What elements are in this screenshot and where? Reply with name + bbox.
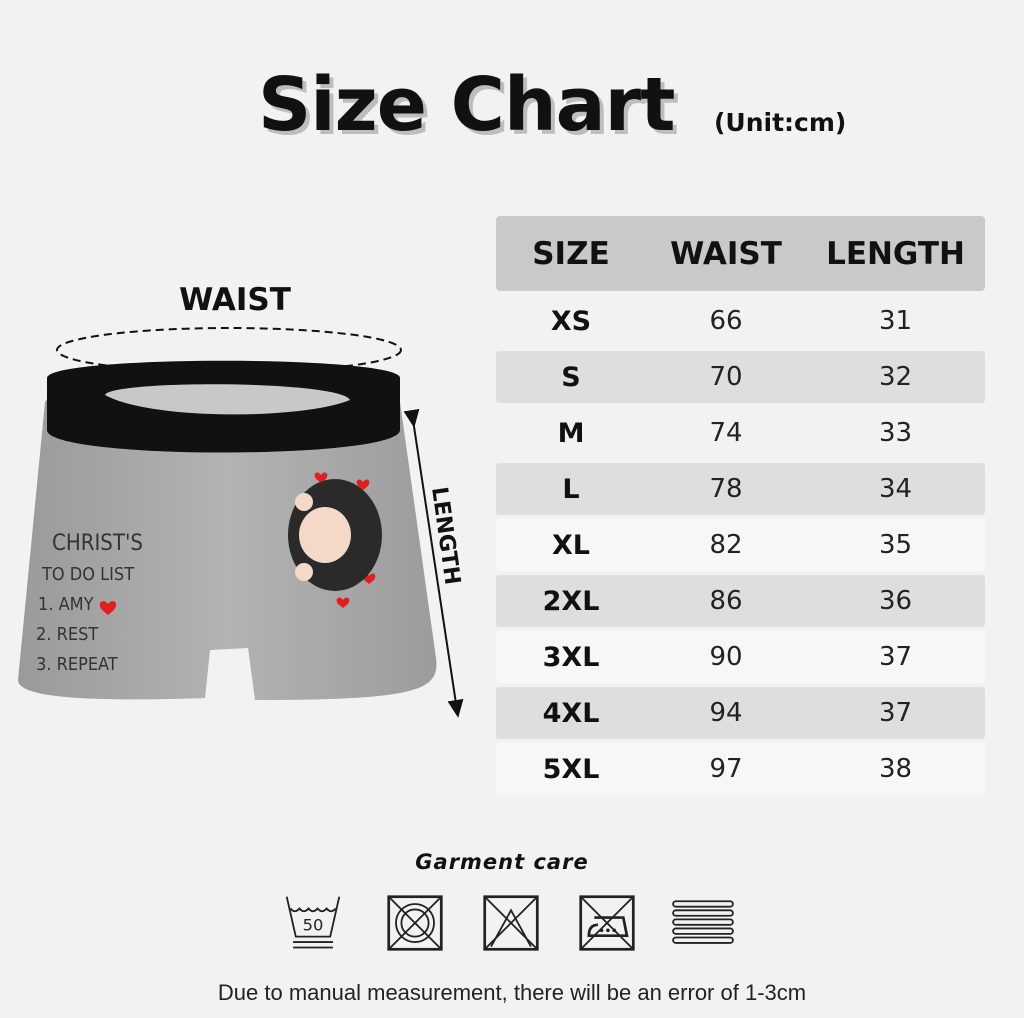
- header-waist: WAIST: [670, 235, 782, 272]
- waist-cell: 90: [709, 642, 743, 672]
- waist-cell: 94: [709, 698, 743, 728]
- length-cell: 35: [878, 530, 913, 560]
- do-not-bleach-icon: [483, 895, 539, 951]
- table-row: 3XL 90 37: [496, 631, 985, 683]
- length-cell: 37: [878, 698, 913, 728]
- wash-50-icon: 50: [285, 896, 341, 949]
- header-size: SIZE: [532, 235, 610, 272]
- svg-text:3. REPEAT: 3. REPEAT: [36, 654, 118, 675]
- hearts: [99, 472, 376, 615]
- length-cell: 31: [878, 306, 913, 336]
- unit-label: (Unit:cm): [714, 108, 847, 137]
- girl-peeking-graphic: [288, 479, 382, 591]
- table-row: XS 66 31: [496, 295, 985, 347]
- size-table: SIZE WAIST LENGTH XS 66 31 S 70 32 M 74 33 L 78 34 X…: [496, 216, 985, 795]
- table-row: 5XL 97 38: [496, 743, 985, 795]
- table-row: S 70 32: [496, 351, 985, 403]
- waist-cell: 82: [709, 530, 743, 560]
- header-length: LENGTH: [826, 235, 965, 272]
- waist-cell: 70: [709, 362, 743, 392]
- waist-cell: 86: [709, 586, 743, 616]
- do-not-tumble-dry-icon: [387, 895, 443, 951]
- length-arrow: [403, 408, 464, 718]
- length-cell: 38: [878, 754, 913, 784]
- care-title: Garment care: [415, 850, 589, 874]
- table-row: 2XL 86 36: [496, 575, 985, 627]
- size-cell: 4XL: [542, 697, 600, 729]
- print-text: CHRIST'S TO DO LIST 1. AMY 2. REST 3. RE…: [36, 531, 143, 675]
- size-cell: L: [562, 473, 580, 505]
- size-cell: S: [561, 361, 581, 393]
- length-cell: 36: [878, 586, 913, 616]
- table-row: 4XL 94 37: [496, 687, 985, 739]
- length-cell: 32: [878, 362, 913, 392]
- size-cell: 2XL: [542, 585, 600, 617]
- svg-text:CHRIST'S: CHRIST'S: [52, 531, 143, 556]
- length-cell: 37: [878, 642, 913, 672]
- table-row: L 78 34: [496, 463, 985, 515]
- svg-text:50: 50: [303, 915, 324, 934]
- measurement-note: Due to manual measurement, there will be…: [217, 980, 807, 1005]
- waist-cell: 78: [709, 474, 743, 504]
- svg-text:1. AMY: 1. AMY: [38, 594, 94, 615]
- boxer-body: [18, 373, 437, 700]
- waist-cell: 97: [709, 754, 743, 784]
- waist-label: WAIST: [179, 282, 291, 318]
- table-row: M 74 33: [496, 407, 985, 459]
- table-header: SIZE WAIST LENGTH: [496, 216, 985, 291]
- size-cell: XS: [550, 305, 592, 337]
- length-label: LENGTH: [426, 485, 464, 586]
- size-cell: 3XL: [542, 641, 600, 673]
- length-cell: 33: [878, 418, 913, 448]
- table-row: XL 82 35: [496, 519, 985, 571]
- length-cell: 34: [878, 474, 913, 504]
- waist-cell: 66: [709, 306, 743, 336]
- svg-text:2. REST: 2. REST: [36, 624, 98, 645]
- waistband-opening: [105, 384, 350, 415]
- size-cell: 5XL: [542, 753, 600, 785]
- size-cell: XL: [551, 529, 591, 561]
- boxer-illustration: WAIST CHRIST'S TO DO LIST 1. AMY 2. REST…: [18, 282, 465, 718]
- do-not-iron-icon: [579, 895, 635, 951]
- page-title: Size Chart: [258, 62, 675, 148]
- waist-cell: 74: [709, 418, 743, 448]
- dry-flat-icon: [672, 900, 734, 944]
- size-cell: M: [557, 417, 585, 449]
- svg-text:TO DO LIST: TO DO LIST: [41, 564, 134, 585]
